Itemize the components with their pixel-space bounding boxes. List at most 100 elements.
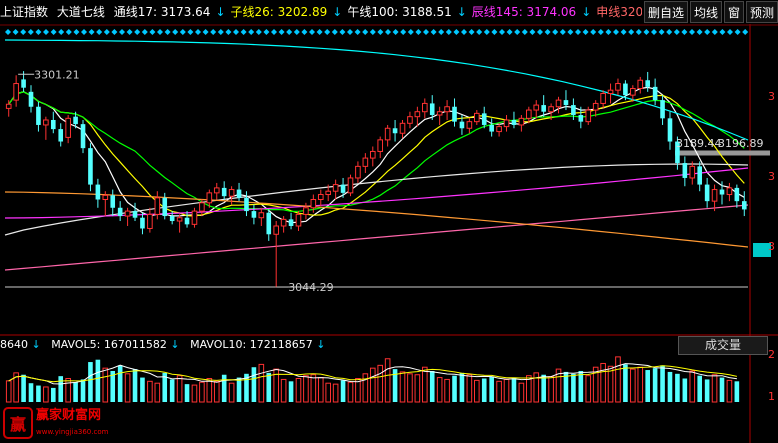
candle-body-up — [332, 184, 339, 192]
volume-bar-down — [459, 372, 465, 402]
volume-bar-down — [578, 370, 584, 402]
volume-bar-up — [726, 379, 733, 403]
volume-indicator-select[interactable]: 成交量 — [678, 336, 768, 355]
signal-markers — [5, 29, 749, 35]
signal-diamond — [81, 29, 87, 35]
level-label: 3189.44 — [676, 137, 722, 150]
candle-body-down — [340, 184, 346, 193]
volume-bar-down — [734, 381, 740, 402]
volume-bar-down — [563, 371, 569, 402]
signal-diamond — [248, 29, 255, 35]
arrow-down-icon: ↓ — [581, 5, 592, 19]
candle-body-up — [258, 212, 265, 219]
moving-average-button[interactable]: 均线 — [689, 1, 722, 23]
signal-diamond — [134, 29, 141, 35]
volume-bar-down — [80, 379, 86, 402]
volume-bar-up — [191, 384, 198, 403]
signal-diamond — [620, 29, 627, 35]
ma-item: 午线100: 3188.51 — [347, 5, 452, 19]
candle-body-down — [429, 103, 435, 116]
candle-body-up — [280, 218, 287, 227]
volume-partial-value: 8640 — [0, 338, 28, 351]
indicator-name: 大道七线 — [56, 5, 105, 19]
signal-diamond — [689, 29, 695, 35]
signal-diamond — [58, 29, 65, 35]
ma-145-line — [4, 167, 749, 219]
volume-bar-down — [140, 377, 145, 402]
candle-body-up — [496, 126, 502, 133]
candle-body-down — [452, 106, 457, 122]
candle-body-up — [310, 198, 317, 209]
signal-diamond — [88, 29, 95, 35]
volume-bar-up — [436, 377, 443, 403]
window-button[interactable]: 窗 — [723, 1, 744, 23]
candle-body-up — [303, 207, 309, 215]
signal-diamond — [271, 29, 277, 35]
volume-bar-up — [362, 373, 369, 403]
candle-body-up — [369, 150, 376, 159]
volume-bar-up — [384, 358, 391, 403]
volume-bar-up — [585, 375, 592, 403]
signal-diamond — [20, 29, 27, 35]
candle-body-up — [399, 122, 406, 134]
volume-bar-down — [236, 377, 242, 402]
signal-diamond — [423, 29, 429, 35]
volume-bar-down — [244, 373, 249, 402]
signal-diamond — [202, 29, 209, 35]
volume-bar-up — [555, 368, 562, 403]
candle-body-up — [615, 83, 621, 91]
signal-diamond — [179, 29, 186, 35]
candle-body-up — [199, 202, 205, 212]
volume-bar-down — [704, 379, 710, 402]
candle-body-up — [555, 99, 562, 108]
volume-axis-label: 1 — [768, 390, 775, 403]
signal-diamond — [195, 29, 201, 35]
signal-diamond — [377, 29, 384, 35]
forecast-button[interactable]: 预测 — [745, 1, 778, 23]
candle-body-down — [563, 100, 569, 106]
candlesticks — [5, 71, 747, 288]
candle-body-down — [511, 119, 517, 125]
signal-diamond — [35, 29, 42, 35]
signal-diamond — [613, 29, 619, 35]
volume-bar-up — [154, 382, 161, 403]
price-axis-marker — [753, 243, 771, 257]
candle-body-down — [697, 166, 703, 185]
volume-bar-down — [58, 376, 64, 402]
volume-bar-down — [489, 376, 494, 402]
signal-diamond — [369, 29, 376, 35]
volume-bar-up — [213, 380, 220, 403]
ma-cyan-line — [4, 39, 749, 141]
logo-seal-text: 赢 — [10, 415, 26, 434]
volume-bar-up — [592, 366, 599, 403]
candle-body-up — [600, 92, 606, 104]
mavol10-line — [8, 365, 738, 383]
volume-bar-down — [50, 387, 56, 402]
volume-bar-down — [541, 374, 546, 402]
arrow-down-icon: ↓ — [316, 338, 326, 351]
candle-body-up — [726, 187, 733, 196]
signal-diamond — [605, 29, 612, 35]
volume-bar-up — [228, 382, 235, 403]
arrow-down-icon: ↓ — [31, 338, 41, 351]
signal-diamond — [734, 29, 741, 35]
volume-bar-down — [117, 365, 123, 402]
right-axis-label: 3 — [768, 170, 775, 183]
candle-body-up — [585, 109, 592, 123]
signal-diamond — [331, 29, 338, 35]
high-price-label: 3301.21 — [34, 68, 80, 81]
ma-320-line — [4, 204, 749, 271]
low-price-label: 3044.29 — [288, 281, 334, 294]
signal-diamond — [263, 29, 270, 35]
volume-bar-up — [280, 378, 287, 403]
volume-bar-up — [102, 367, 109, 403]
ma-100-line — [4, 163, 749, 236]
signal-diamond — [157, 29, 163, 35]
signal-diamond — [635, 29, 642, 35]
volume-bar-up — [711, 374, 718, 403]
signal-diamond — [628, 29, 635, 35]
signal-diamond — [96, 29, 103, 35]
remove-favorite-button[interactable]: 删自选 — [643, 1, 688, 23]
mavol10-value: 172118657 — [249, 338, 313, 351]
